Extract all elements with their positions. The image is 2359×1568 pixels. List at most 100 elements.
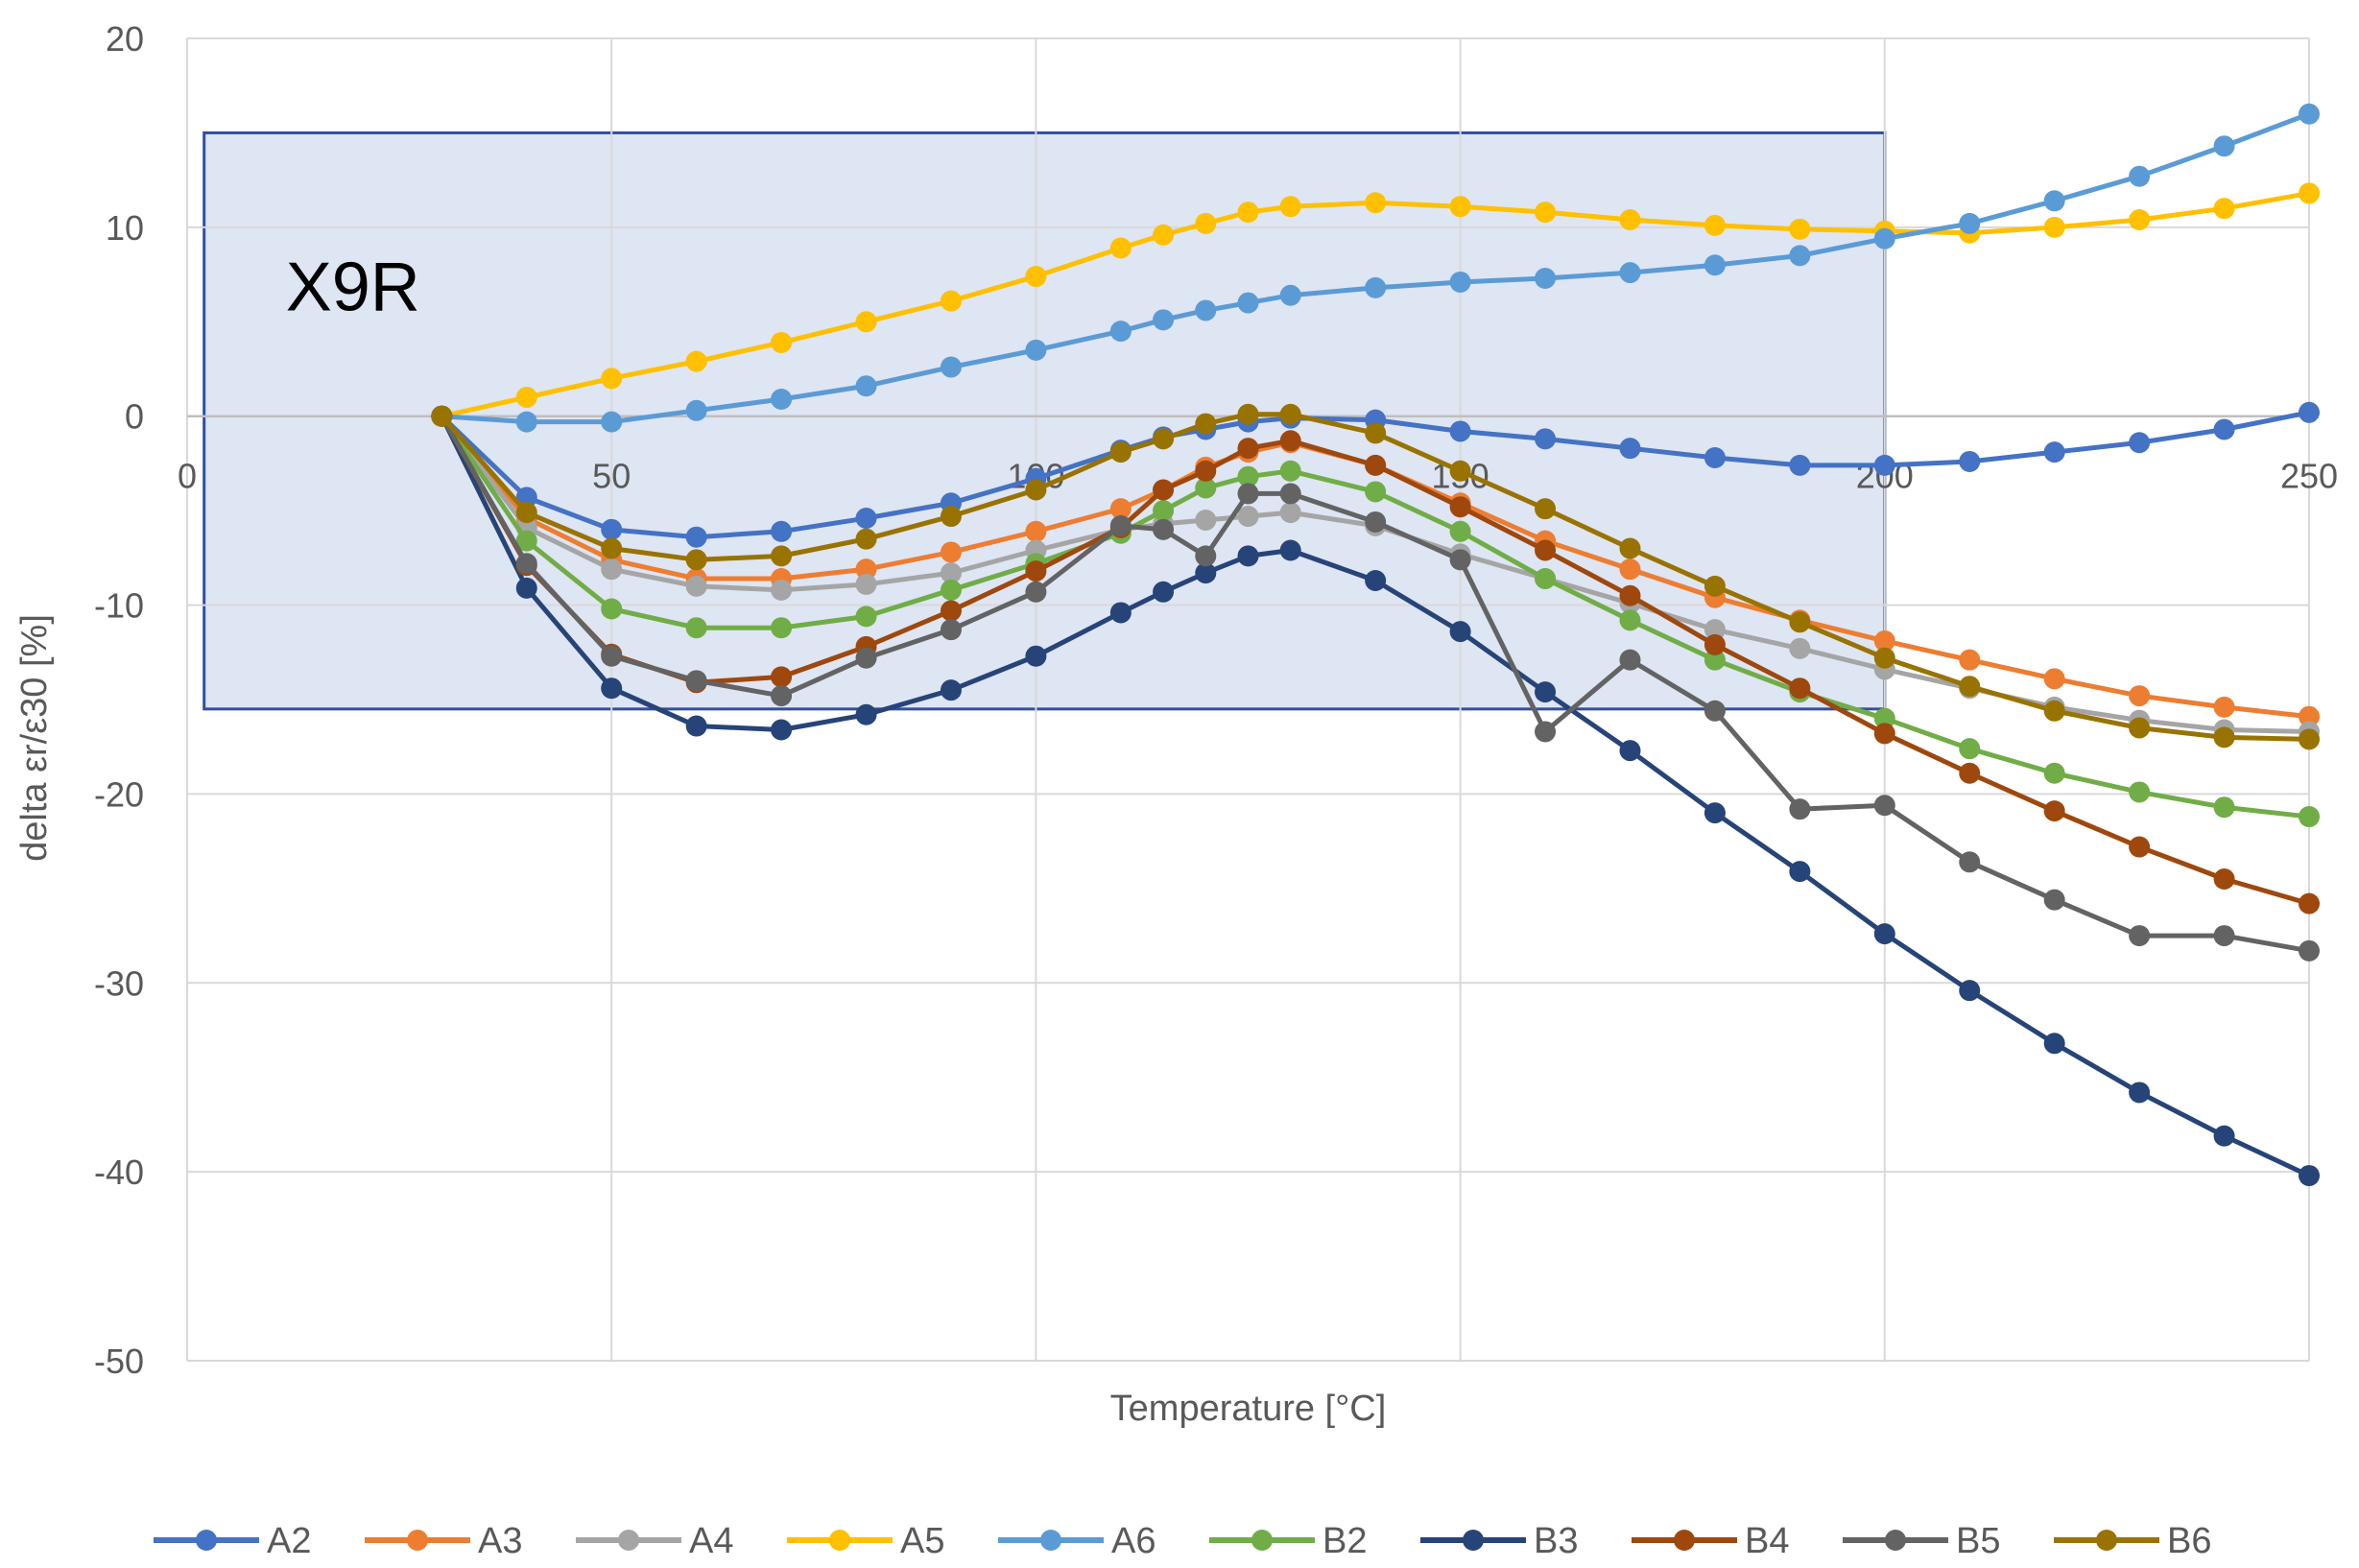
data-point-a6 (1109, 321, 1132, 343)
data-point-b3 (1619, 740, 1641, 762)
data-point-a2 (2129, 432, 2151, 454)
data-point-b2 (515, 530, 537, 552)
data-point-b2 (1195, 477, 1217, 499)
data-point-b4 (1704, 633, 1726, 655)
data-point-b2 (685, 617, 707, 639)
data-point-a5 (601, 368, 623, 390)
data-point-b4 (1279, 430, 1301, 452)
data-point-b5 (1109, 514, 1132, 536)
data-point-b2 (601, 598, 623, 620)
data-point-a4 (1237, 506, 1259, 528)
data-point-b6 (431, 405, 453, 427)
data-point-a5 (685, 350, 707, 372)
data-point-a5 (1279, 196, 1301, 218)
data-point-a2 (601, 518, 623, 540)
data-point-a5 (1449, 196, 1471, 218)
data-point-b4 (2299, 892, 2320, 915)
data-point-a4 (1789, 637, 1811, 659)
data-point-b4 (1195, 460, 1217, 482)
data-point-a2 (1619, 438, 1641, 460)
data-point-b5 (1279, 483, 1301, 505)
data-point-b4 (1237, 438, 1259, 460)
data-point-a3 (2043, 668, 2065, 690)
data-point-a6 (2213, 135, 2235, 157)
data-point-b4 (771, 666, 793, 688)
legend-item-b2: B2 (1209, 1521, 1367, 1561)
data-point-b4 (1153, 479, 1175, 501)
data-point-b3 (1873, 923, 1895, 945)
data-point-b2 (2129, 781, 2151, 803)
data-point-a4 (1279, 502, 1301, 524)
data-point-a5 (771, 331, 793, 353)
data-point-a3 (2299, 705, 2320, 727)
data-point-b2 (2043, 762, 2065, 784)
data-point-b6 (855, 528, 877, 550)
data-point-b3 (685, 715, 707, 737)
data-point-a4 (601, 558, 623, 581)
data-point-b3 (1365, 569, 1387, 591)
data-point-b6 (2213, 726, 2235, 748)
data-point-a5 (1025, 266, 1047, 288)
legend-marker-b6 (2096, 1530, 2117, 1551)
data-point-b6 (1535, 498, 1557, 520)
y-tick-label: -20 (94, 774, 144, 814)
data-point-b4 (1449, 496, 1471, 518)
data-point-a6 (1153, 309, 1175, 331)
y-tick-label: 0 (125, 397, 144, 437)
data-point-b3 (1279, 539, 1301, 561)
data-point-b6 (940, 506, 962, 528)
data-point-b3 (855, 703, 877, 725)
data-point-b3 (2129, 1081, 2151, 1104)
data-point-b2 (1959, 738, 1981, 760)
data-point-b5 (855, 647, 877, 669)
data-point-b5 (1959, 851, 1981, 873)
data-point-a6 (2299, 103, 2320, 125)
data-point-a6 (2043, 190, 2065, 212)
y-tick-label: -10 (94, 586, 144, 626)
data-point-b2 (2299, 806, 2320, 828)
y-tick-label: -30 (94, 963, 144, 1003)
data-point-a5 (1153, 224, 1175, 246)
legend-label-b4: B4 (1745, 1521, 1789, 1561)
data-point-b6 (2043, 700, 2065, 722)
data-point-a4 (855, 573, 877, 595)
legend-marker-a5 (829, 1530, 850, 1551)
data-point-a2 (2299, 401, 2320, 423)
data-point-b2 (1619, 609, 1641, 631)
legend-item-b6: B6 (2054, 1521, 2211, 1561)
data-point-a5 (1535, 202, 1557, 224)
data-point-b3 (601, 677, 623, 700)
data-point-b6 (1873, 647, 1895, 669)
data-point-a6 (1535, 268, 1557, 290)
data-point-a6 (1619, 262, 1641, 284)
data-point-a5 (2129, 208, 2151, 230)
data-point-a6 (1237, 292, 1259, 314)
data-point-a6 (1025, 339, 1047, 361)
data-point-a2 (2213, 418, 2235, 440)
data-point-b4 (1025, 560, 1047, 582)
data-point-b6 (1109, 441, 1132, 463)
legend-item-a3: A3 (365, 1521, 522, 1561)
data-point-a3 (1619, 558, 1641, 581)
data-point-a4 (771, 579, 793, 601)
data-point-a5 (2043, 216, 2065, 238)
legend-item-a4: A4 (576, 1521, 733, 1561)
y-tick-label: -50 (94, 1342, 144, 1381)
data-point-b5 (1195, 545, 1217, 567)
data-point-a6 (771, 388, 793, 410)
data-point-a6 (1195, 299, 1217, 321)
data-point-a5 (940, 290, 962, 312)
y-axis-title: delta εr/ε30 [%] (14, 614, 55, 862)
legend-marker-a4 (618, 1530, 639, 1551)
data-point-b3 (1704, 802, 1726, 824)
data-point-a2 (515, 487, 537, 509)
data-point-b3 (1153, 581, 1175, 603)
legend: A2 A3 A4 A5 A6 B2 B3 B4 B5 B6 (154, 1521, 2211, 1561)
data-point-b3 (1237, 545, 1259, 567)
legend-label-b2: B2 (1322, 1521, 1367, 1561)
legend-label-b3: B3 (1534, 1521, 1578, 1561)
data-point-b4 (1873, 723, 1895, 745)
data-point-b6 (685, 549, 707, 571)
data-point-b2 (940, 579, 962, 601)
